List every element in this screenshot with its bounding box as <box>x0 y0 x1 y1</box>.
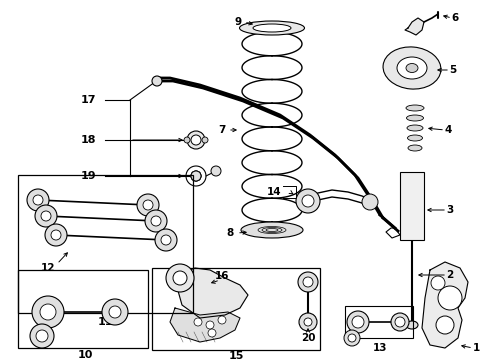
Text: 8: 8 <box>226 228 234 238</box>
Circle shape <box>191 171 201 181</box>
Text: 3: 3 <box>446 205 454 215</box>
Text: 13: 13 <box>373 343 387 353</box>
Text: 2: 2 <box>446 270 454 280</box>
Circle shape <box>218 316 226 324</box>
Circle shape <box>208 329 216 337</box>
Text: 6: 6 <box>451 13 459 23</box>
Circle shape <box>191 171 197 177</box>
Ellipse shape <box>408 135 422 141</box>
Text: 17: 17 <box>80 95 96 105</box>
Bar <box>152 268 320 350</box>
Text: 10: 10 <box>77 350 93 360</box>
Circle shape <box>206 321 214 329</box>
Circle shape <box>109 306 121 318</box>
Ellipse shape <box>253 24 291 32</box>
Circle shape <box>30 324 54 348</box>
Circle shape <box>41 211 51 221</box>
Text: 15: 15 <box>228 351 244 360</box>
Bar <box>345 306 413 338</box>
Circle shape <box>145 210 167 232</box>
Circle shape <box>45 224 67 246</box>
Polygon shape <box>405 18 424 35</box>
Text: 14: 14 <box>267 187 281 197</box>
Polygon shape <box>175 268 248 318</box>
Circle shape <box>195 171 201 177</box>
Circle shape <box>191 173 196 179</box>
Polygon shape <box>422 262 468 348</box>
Circle shape <box>196 173 201 179</box>
Circle shape <box>152 76 162 86</box>
Circle shape <box>395 317 405 327</box>
Bar <box>18 175 193 313</box>
Circle shape <box>436 316 454 334</box>
Ellipse shape <box>407 125 423 131</box>
Circle shape <box>303 277 313 287</box>
Circle shape <box>348 334 356 342</box>
Ellipse shape <box>406 63 418 72</box>
Circle shape <box>202 137 208 143</box>
Circle shape <box>36 330 48 342</box>
Circle shape <box>304 318 312 326</box>
Circle shape <box>187 131 205 149</box>
Circle shape <box>161 235 171 245</box>
Ellipse shape <box>406 105 424 111</box>
Circle shape <box>298 272 318 292</box>
Circle shape <box>184 137 190 143</box>
Circle shape <box>302 195 314 207</box>
Ellipse shape <box>406 321 418 329</box>
Circle shape <box>193 171 199 177</box>
Circle shape <box>347 311 369 333</box>
Circle shape <box>40 304 56 320</box>
Circle shape <box>438 286 462 310</box>
Text: 9: 9 <box>234 17 242 27</box>
Circle shape <box>155 229 177 251</box>
Ellipse shape <box>408 145 422 151</box>
Circle shape <box>143 200 153 210</box>
Text: 20: 20 <box>301 333 315 343</box>
Circle shape <box>296 189 320 213</box>
Text: 18: 18 <box>80 135 96 145</box>
Circle shape <box>32 296 64 328</box>
Ellipse shape <box>383 47 441 89</box>
Circle shape <box>194 318 202 326</box>
Circle shape <box>151 216 161 226</box>
Circle shape <box>191 135 201 145</box>
Bar <box>400 172 424 240</box>
Circle shape <box>51 230 61 240</box>
Text: 16: 16 <box>215 271 229 281</box>
Text: 19: 19 <box>80 171 96 181</box>
Circle shape <box>211 166 221 176</box>
Circle shape <box>102 299 128 325</box>
Text: 1: 1 <box>472 343 480 353</box>
Circle shape <box>173 271 187 285</box>
Circle shape <box>352 316 364 328</box>
Circle shape <box>195 175 201 181</box>
Circle shape <box>193 175 199 181</box>
Circle shape <box>299 313 317 331</box>
Text: 4: 4 <box>444 125 452 135</box>
Circle shape <box>27 189 49 211</box>
Circle shape <box>344 330 360 346</box>
Ellipse shape <box>241 222 303 238</box>
Circle shape <box>166 264 194 292</box>
Circle shape <box>35 205 57 227</box>
Bar <box>18 270 148 348</box>
Circle shape <box>33 195 43 205</box>
Circle shape <box>391 313 409 331</box>
Text: 11: 11 <box>97 317 113 327</box>
Text: 12: 12 <box>41 263 55 273</box>
Circle shape <box>431 276 445 290</box>
Circle shape <box>191 175 197 181</box>
Text: 5: 5 <box>449 65 457 75</box>
Ellipse shape <box>397 57 427 79</box>
Polygon shape <box>170 308 240 342</box>
Circle shape <box>362 194 378 210</box>
Circle shape <box>137 194 159 216</box>
Ellipse shape <box>240 21 304 35</box>
Text: 7: 7 <box>219 125 226 135</box>
Ellipse shape <box>407 115 423 121</box>
